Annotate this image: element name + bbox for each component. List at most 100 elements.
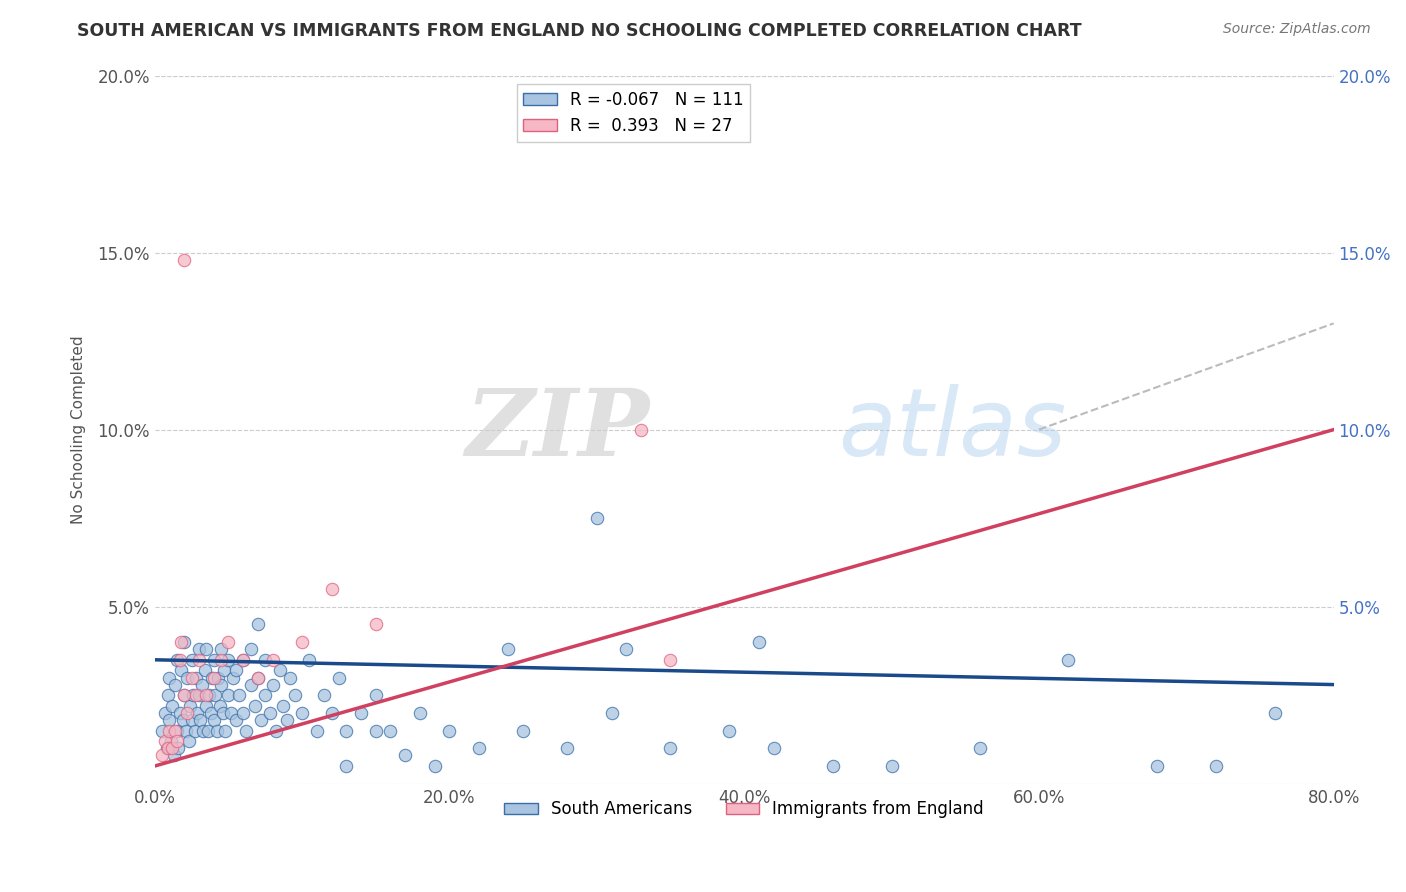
Point	[821, 759, 844, 773]
Point	[409, 706, 432, 720]
Point	[155, 741, 177, 756]
Point	[335, 723, 357, 738]
Point	[170, 635, 193, 649]
Point	[423, 759, 446, 773]
Point	[194, 664, 217, 678]
Point	[394, 748, 416, 763]
Point	[209, 677, 232, 691]
Point	[235, 723, 257, 738]
Point	[202, 671, 225, 685]
Point	[1146, 759, 1168, 773]
Point	[165, 723, 187, 738]
Point	[165, 677, 187, 691]
Point	[160, 734, 183, 748]
Point	[364, 617, 387, 632]
Point	[208, 698, 231, 713]
Point	[207, 671, 229, 685]
Point	[321, 582, 343, 596]
Point	[173, 688, 195, 702]
Point	[225, 664, 247, 678]
Point	[191, 677, 214, 691]
Point	[1205, 759, 1227, 773]
Point	[167, 741, 190, 756]
Point	[159, 671, 181, 685]
Point	[211, 706, 233, 720]
Point	[269, 664, 291, 678]
Point	[246, 671, 269, 685]
Point	[880, 759, 903, 773]
Point	[169, 653, 191, 667]
Point	[225, 713, 247, 727]
Point	[254, 653, 277, 667]
Point	[187, 653, 209, 667]
Point	[173, 688, 195, 702]
Point	[183, 723, 205, 738]
Point	[321, 706, 343, 720]
Point	[166, 653, 188, 667]
Point	[630, 423, 652, 437]
Point	[969, 741, 991, 756]
Point	[264, 723, 287, 738]
Point	[276, 713, 298, 727]
Point	[174, 723, 197, 738]
Point	[169, 706, 191, 720]
Point	[222, 671, 245, 685]
Point	[153, 706, 176, 720]
Point	[364, 723, 387, 738]
Point	[585, 511, 607, 525]
Point	[659, 653, 682, 667]
Point	[173, 635, 195, 649]
Point	[177, 734, 200, 748]
Point	[176, 671, 198, 685]
Point	[212, 664, 235, 678]
Point	[205, 723, 228, 738]
Point	[195, 642, 218, 657]
Point	[718, 723, 741, 738]
Point	[202, 653, 225, 667]
Point	[176, 706, 198, 720]
Point	[1057, 653, 1080, 667]
Point	[250, 713, 273, 727]
Point	[200, 706, 222, 720]
Point	[187, 688, 209, 702]
Point	[184, 688, 207, 702]
Point	[217, 688, 239, 702]
Point	[195, 688, 218, 702]
Point	[150, 748, 173, 763]
Point	[600, 706, 623, 720]
Point	[284, 688, 307, 702]
Point	[221, 706, 243, 720]
Point	[350, 706, 373, 720]
Legend: South Americans, Immigrants from England: South Americans, Immigrants from England	[498, 794, 991, 825]
Point	[159, 723, 181, 738]
Point	[150, 723, 173, 738]
Point	[201, 671, 224, 685]
Point	[198, 688, 221, 702]
Point	[291, 635, 314, 649]
Point	[762, 741, 785, 756]
Point	[179, 698, 201, 713]
Point	[380, 723, 402, 738]
Point	[153, 734, 176, 748]
Point	[305, 723, 328, 738]
Point	[271, 698, 294, 713]
Point	[181, 688, 204, 702]
Point	[335, 759, 357, 773]
Point	[162, 698, 184, 713]
Point	[217, 635, 239, 649]
Text: atlas: atlas	[838, 384, 1067, 475]
Point	[163, 748, 186, 763]
Point	[239, 677, 262, 691]
Point	[232, 653, 254, 667]
Point	[172, 713, 194, 727]
Point	[246, 617, 269, 632]
Point	[298, 653, 321, 667]
Point	[278, 671, 301, 685]
Text: SOUTH AMERICAN VS IMMIGRANTS FROM ENGLAND NO SCHOOLING COMPLETED CORRELATION CHA: SOUTH AMERICAN VS IMMIGRANTS FROM ENGLAN…	[77, 22, 1083, 40]
Text: ZIP: ZIP	[465, 384, 650, 475]
Point	[328, 671, 350, 685]
Point	[187, 642, 209, 657]
Point	[468, 741, 491, 756]
Point	[193, 723, 215, 738]
Point	[364, 688, 387, 702]
